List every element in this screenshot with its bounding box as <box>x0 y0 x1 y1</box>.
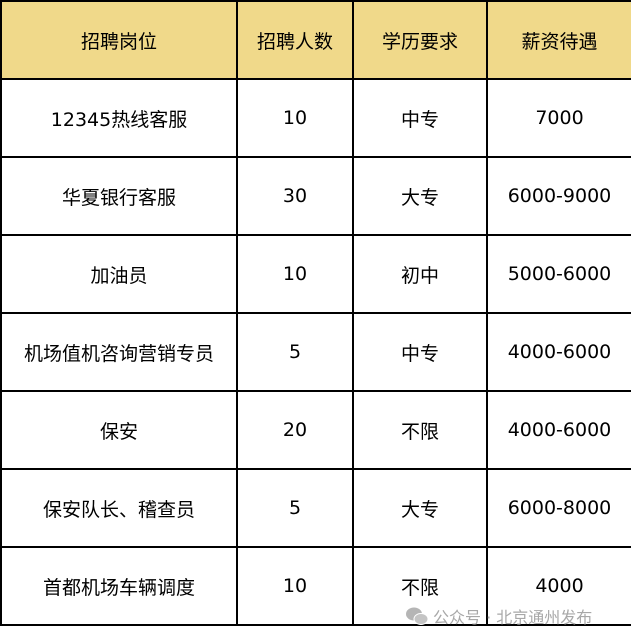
cell-count: 20 <box>236 390 354 470</box>
header-count: 招聘人数 <box>236 0 354 80</box>
cell-salary: 6000-8000 <box>486 468 631 548</box>
cell-salary: 6000-9000 <box>486 156 631 236</box>
cell-salary: 4000-6000 <box>486 312 631 392</box>
table-row: 加油员 10 初中 5000-6000 <box>0 234 631 314</box>
cell-position: 12345热线客服 <box>0 78 238 158</box>
table-row: 12345热线客服 10 中专 7000 <box>0 78 631 158</box>
cell-position: 华夏银行客服 <box>0 156 238 236</box>
wechat-icon <box>406 607 429 625</box>
cell-education: 中专 <box>352 312 488 392</box>
table-row: 保安 20 不限 4000-6000 <box>0 390 631 470</box>
header-position: 招聘岗位 <box>0 0 238 80</box>
cell-salary: 4000-6000 <box>486 390 631 470</box>
header-salary: 薪资待遇 <box>486 0 631 80</box>
cell-count: 30 <box>236 156 354 236</box>
cell-position: 首都机场车辆调度 <box>0 546 238 626</box>
cell-education: 中专 <box>352 78 488 158</box>
cell-education: 大专 <box>352 156 488 236</box>
cell-position: 保安队长、稽查员 <box>0 468 238 548</box>
cell-salary: 5000-6000 <box>486 234 631 314</box>
cell-position: 机场值机咨询营销专员 <box>0 312 238 392</box>
cell-count: 10 <box>236 546 354 626</box>
header-education: 学历要求 <box>352 0 488 80</box>
cell-count: 10 <box>236 234 354 314</box>
watermark: 公众号 · 北京通州发布 <box>405 604 592 628</box>
cell-education: 初中 <box>352 234 488 314</box>
table-row: 首都机场车辆调度 10 不限 4000 <box>0 546 631 626</box>
cell-position: 保安 <box>0 390 238 470</box>
cell-salary: 7000 <box>486 78 631 158</box>
cell-salary: 4000 <box>486 546 631 626</box>
cell-count: 5 <box>236 468 354 548</box>
cell-education: 大专 <box>352 468 488 548</box>
recruitment-table: 招聘岗位 招聘人数 学历要求 薪资待遇 12345热线客服 10 中专 7000 华夏银… <box>0 0 631 626</box>
cell-count: 10 <box>236 78 354 158</box>
cell-count: 5 <box>236 312 354 392</box>
watermark-text: 公众号 · 北京通州发布 <box>433 608 593 627</box>
cell-position: 加油员 <box>0 234 238 314</box>
header-row: 招聘岗位 招聘人数 学历要求 薪资待遇 <box>0 0 631 80</box>
cell-education: 不限 <box>352 390 488 470</box>
table-row: 保安队长、稽查员 5 大专 6000-8000 <box>0 468 631 548</box>
table-row: 机场值机咨询营销专员 5 中专 4000-6000 <box>0 312 631 392</box>
table-row: 华夏银行客服 30 大专 6000-9000 <box>0 156 631 236</box>
